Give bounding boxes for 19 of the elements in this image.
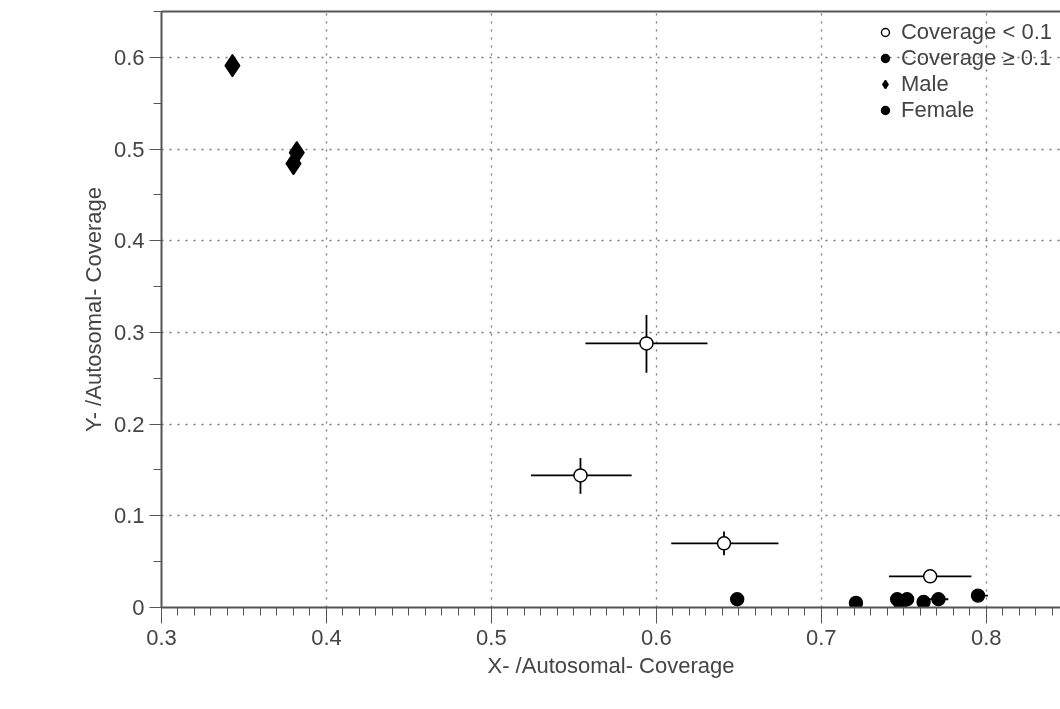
x-tick-label: 0.4 — [311, 624, 342, 650]
y-tick-label: 0.3 — [113, 319, 145, 345]
y-axis-title: Y- /Autosomal- Coverage — [80, 187, 106, 432]
legend-label: Male — [900, 71, 949, 97]
legend-label: Female — [900, 97, 975, 123]
x-tick-label: 0.8 — [970, 624, 1002, 650]
y-tick-label: 0.4 — [113, 228, 145, 254]
x-tick-label: 0.5 — [476, 624, 507, 650]
y-tick-label: 0.1 — [113, 503, 145, 529]
x-tick-label: 0.6 — [641, 624, 672, 650]
x-tick-label: 0.3 — [146, 624, 177, 650]
y-tick-label: 0.6 — [113, 44, 145, 70]
y-tick-label: 0 — [132, 595, 145, 620]
y-tick-label: 0.5 — [113, 136, 145, 162]
legend-label: Coverage < 0.1 — [900, 19, 1052, 45]
x-axis-title: X- /Autosomal- Coverage — [487, 652, 735, 678]
y-tick-label: 0.2 — [113, 411, 145, 437]
x-tick-label: 0.7 — [806, 624, 837, 650]
legend-label: Coverage ≥ 0.1 — [900, 45, 1052, 71]
